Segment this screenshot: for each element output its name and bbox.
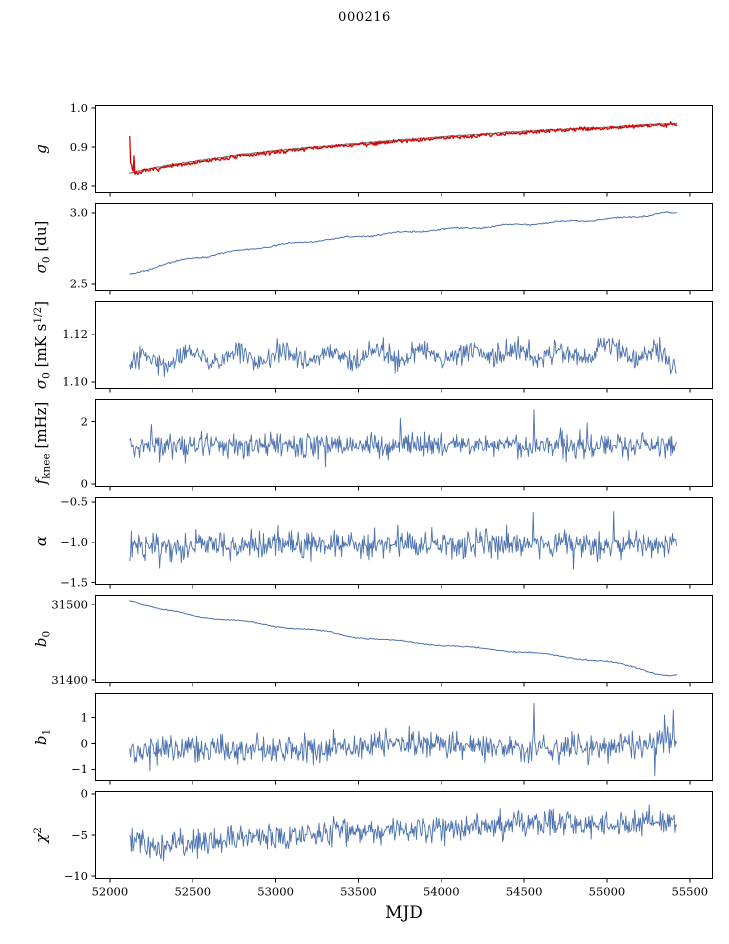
y-tick-label: 0.8 (70, 179, 88, 193)
axes-box (95, 399, 713, 487)
b1-line (129, 702, 677, 777)
x-tick-label: 54000 (423, 885, 460, 899)
y-axis-title: fknee [mHz] (32, 402, 53, 486)
subplot-b0: 31400 31500 b0 (32, 595, 713, 687)
y-axis-title: b1 (32, 729, 53, 745)
y-tick-label: 0 (81, 787, 88, 801)
sigma0-du-line (129, 211, 677, 275)
subplot-chi2: −10 −5 0 52000 52500 53000 53500 54000 54500 5500… (32, 787, 713, 899)
y-tick-label: −1.5 (60, 575, 88, 589)
axes-box (95, 693, 713, 781)
y-tick-label: 2.5 (70, 277, 88, 291)
series-group (129, 211, 677, 275)
alpha-line (129, 511, 677, 570)
axes-box (95, 105, 713, 193)
y-axis-title: χ2 (32, 827, 50, 844)
x-axis (109, 193, 691, 197)
y-tick-label: 1 (81, 710, 88, 724)
axes-box (95, 203, 713, 291)
x-tick-label: 53500 (340, 885, 377, 899)
series-group (129, 335, 677, 378)
y-tick-label: −0.5 (60, 495, 88, 509)
subplot-alpha: −1.5 −1.0 −0.5 α (32, 495, 713, 589)
x-axis (109, 781, 691, 785)
y-axis: 31400 31500 (51, 598, 95, 687)
y-axis: −10 −5 0 (64, 787, 95, 883)
axes-box (95, 791, 713, 879)
chi2-line (129, 804, 677, 862)
figure-title: 000216 (338, 10, 391, 25)
y-tick-label: 1.10 (62, 375, 88, 389)
y-axis: 02 (81, 414, 95, 491)
y-tick-label: 2 (81, 414, 88, 428)
x-tick-label: 52500 (174, 885, 211, 899)
y-axis-title: g (32, 144, 50, 154)
x-tick-label: 53000 (257, 885, 294, 899)
y-axis: 2.5 3.0 (70, 206, 95, 291)
series-group (129, 600, 677, 677)
y-tick-label: −1 (71, 762, 88, 776)
y-axis: 1.10 1.12 (62, 327, 95, 389)
y-axis-title: b0 (32, 631, 53, 647)
x-axis (109, 585, 691, 589)
model-line (129, 122, 678, 174)
y-axis-title: α (32, 536, 50, 546)
x-axis (109, 291, 691, 295)
b0-line (129, 600, 677, 677)
y-axis-title: σ0 [mK s1/2] (32, 301, 53, 389)
subplot-b1: −1 0 1 b1 (32, 693, 713, 785)
y-tick-label: 0 (81, 736, 88, 750)
fknee-line (129, 409, 677, 468)
y-axis-title: σ0 [du] (32, 221, 53, 274)
x-axis (109, 683, 691, 687)
y-axis: −1.5 −1.0 −0.5 (60, 495, 95, 589)
x-axis: 52000 52500 53000 53500 54000 54500 55000 55500 (92, 879, 708, 899)
y-tick-label: −5 (71, 828, 88, 842)
axes-box (95, 497, 713, 585)
x-axis-label: MJD (385, 903, 423, 923)
y-tick-label: 31500 (51, 598, 88, 612)
subplot-g: 0.8 0.9 1.0 g (32, 101, 713, 197)
axes-box (95, 301, 713, 389)
y-tick-label: −1.0 (60, 535, 88, 549)
y-axis: −1 0 1 (71, 710, 95, 776)
axes-box (95, 595, 713, 683)
y-tick-label: 1.0 (70, 101, 88, 115)
y-tick-label: 1.12 (62, 327, 88, 341)
y-axis: 0.8 0.9 1.0 (70, 101, 95, 193)
y-tick-label: 31400 (51, 673, 88, 687)
y-tick-label: −10 (64, 869, 88, 883)
series-group (129, 121, 678, 175)
x-tick-label: 54500 (506, 885, 543, 899)
x-tick-label: 52000 (92, 885, 129, 899)
series-group (129, 804, 677, 862)
x-tick-label: 55000 (589, 885, 626, 899)
x-axis (109, 487, 691, 491)
series-group (129, 702, 677, 777)
x-tick-label: 55500 (672, 885, 709, 899)
series-group (129, 409, 677, 468)
y-tick-label: 0.9 (70, 140, 88, 154)
subplot-sigma0-mk: 1.10 1.12 σ0 [mK s1/2] (32, 301, 713, 393)
y-tick-label: 3.0 (70, 206, 88, 220)
sigma0-mk-line (129, 335, 677, 378)
gain-line (129, 121, 678, 175)
subplot-sigma0-du: 2.5 3.0 σ0 [du] (32, 203, 713, 295)
x-axis (109, 389, 691, 393)
series-group (129, 511, 677, 570)
y-tick-label: 0 (81, 477, 88, 491)
